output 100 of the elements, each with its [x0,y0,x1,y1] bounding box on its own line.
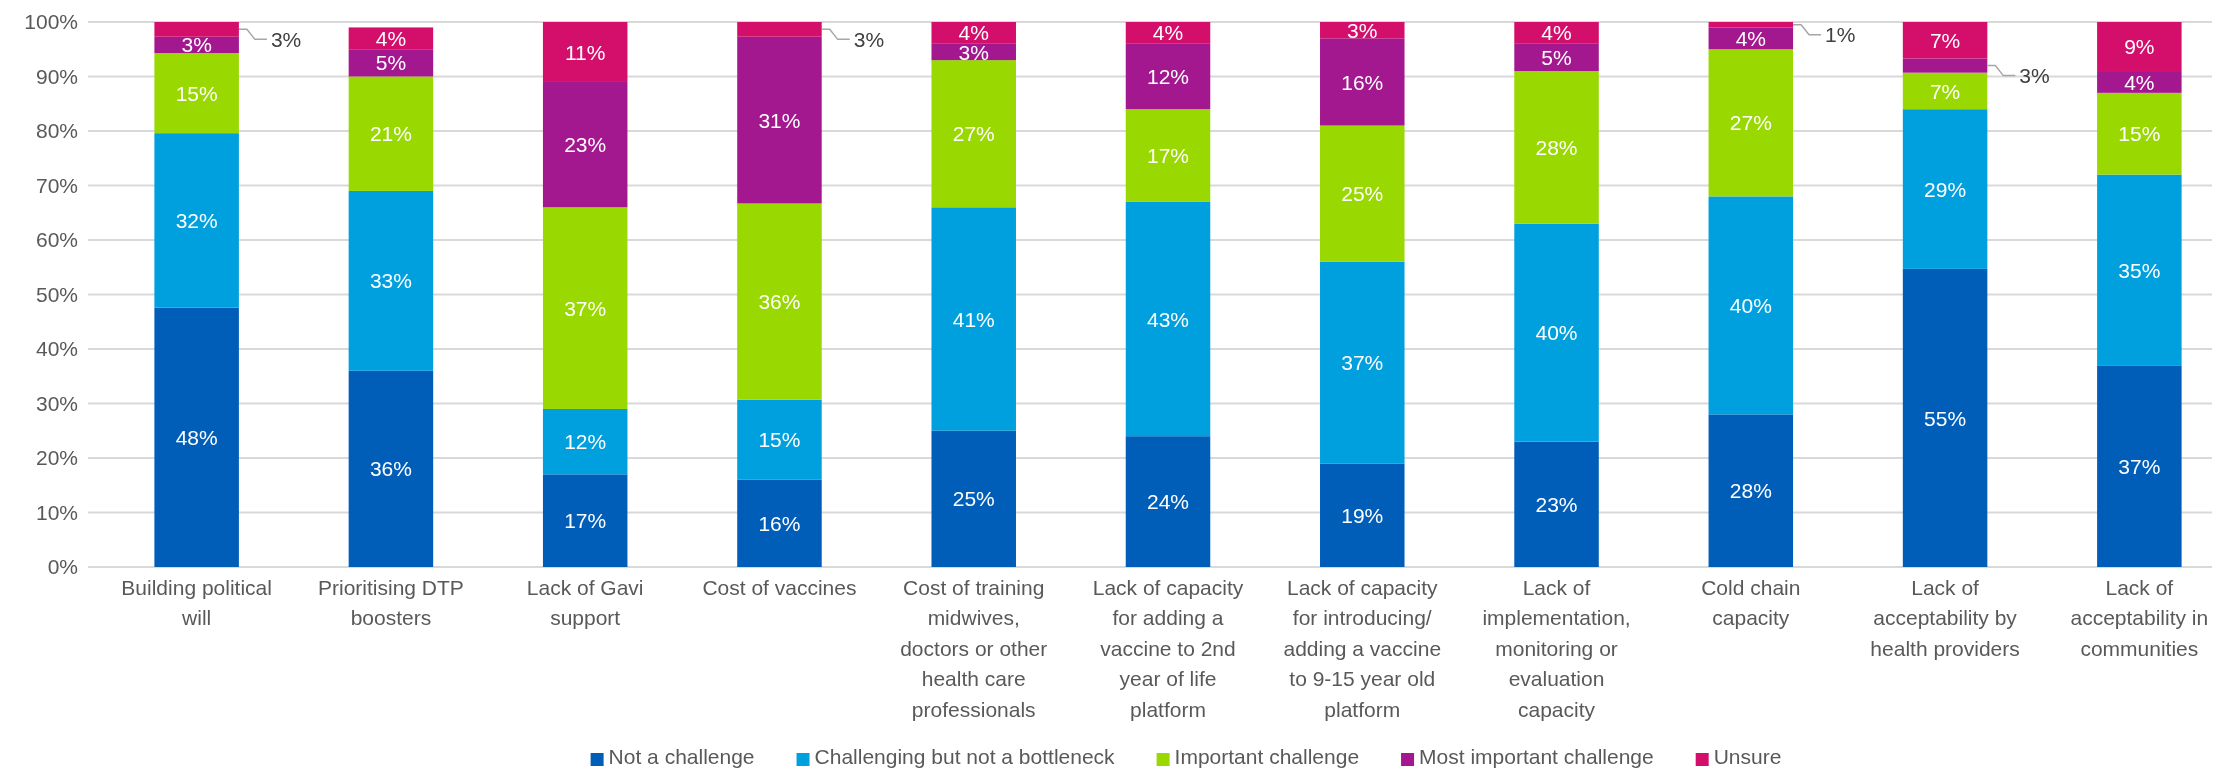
bar [1320,125,1405,262]
data-label: 15% [2118,122,2161,146]
x-tick-label: Cost of vaccines [702,576,857,599]
data-label: 15% [758,428,801,452]
data-label: 23% [564,133,607,157]
data-label: 25% [1341,182,1384,206]
data-label: 4% [375,26,407,50]
legend-label: Important challenge [1174,745,1360,768]
data-label: 4% [1152,21,1184,45]
bar [154,53,239,134]
legend-label: Unsure [1713,745,1782,768]
data-label: 7% [1929,28,1961,52]
data-label: 36% [758,290,801,314]
y-tick-label: 10% [35,500,78,524]
data-label: 43% [1146,307,1190,331]
data-label: 12% [564,430,607,454]
data-label: 35% [2118,258,2161,282]
bar [1514,43,1599,72]
bar [1514,223,1599,442]
bar [2097,365,2182,567]
data-label: 3% [853,27,885,51]
data-label: 27% [952,122,995,146]
y-tick-label: 90% [35,64,78,88]
data-label: 4% [1541,21,1572,45]
data-label: 24% [1146,490,1190,514]
bar [154,22,239,37]
data-label: 31% [758,108,801,132]
bar [1708,196,1794,415]
y-tick-label: 70% [35,173,78,197]
y-tick-label: 60% [35,228,78,252]
legend-label: Challenging but not a bottleneck [814,745,1116,768]
data-label: 28% [1729,479,1772,503]
data-label: 3% [181,33,212,57]
data-label: 25% [952,487,995,511]
bar [1320,463,1405,567]
bar [348,190,434,371]
y-tick-label: 20% [35,446,78,470]
data-label: 3% [1347,18,1378,42]
bar [1320,38,1405,126]
x-tick-label: Lack of capacity for introducing/ adding a vaccine to 9-15 year old platform [1283,576,1442,721]
x-tick-label: Cold chain capacity [1701,576,1801,630]
y-tick-label: 50% [35,282,78,306]
legend-label: Not a challenge [608,745,755,768]
bar [1902,268,1988,567]
bar [348,370,434,567]
data-label: 11% [564,40,606,64]
bar [542,81,628,208]
bar [1708,49,1794,197]
data-label: 21% [369,122,412,146]
y-tick-label: 80% [35,119,78,143]
bar [1902,58,1988,73]
x-tick-label: Lack of implementation, monitoring or evaluation capacity [1482,576,1631,721]
bar [154,307,239,567]
bar [1902,109,1988,269]
bar [1320,261,1405,464]
data-label: 55% [1924,406,1967,430]
data-label: 48% [175,425,218,449]
data-label: 40% [1535,321,1578,345]
data-label: 1% [1825,23,1856,47]
x-tick-label: Building political will [121,576,272,630]
bar [542,474,628,567]
data-label: 3% [270,27,302,51]
data-label: 32% [175,208,218,232]
bar [2097,92,2182,175]
bar [348,76,434,191]
data-label: 15% [175,81,218,105]
data-label: 28% [1535,135,1578,159]
data-label: 23% [1535,492,1578,516]
bar [737,479,822,567]
data-label: 36% [369,457,412,481]
bar [542,22,628,82]
x-tick-label: Cost of training midwives, doctors or other health care professionals [900,576,1048,721]
data-label: 27% [1729,111,1772,135]
bar [931,60,1016,208]
bar [1125,436,1211,567]
bar [1902,72,1988,110]
data-label: 12% [1146,65,1190,89]
data-label: 33% [369,269,412,293]
data-label: 9% [2124,35,2155,59]
bar [542,408,628,475]
bar [1514,441,1599,567]
bar [542,207,628,409]
x-tick-label: Lack of acceptability in communities [2070,576,2209,660]
x-tick-label: Lack of Gavi support [526,576,644,630]
data-label: 37% [1341,351,1384,375]
bar [154,133,239,308]
x-tick-label: Prioritising DTP boosters [317,576,464,630]
bar [737,203,822,400]
bar [1514,71,1599,224]
data-label: 5% [1541,45,1572,69]
x-tick-label: Lack of capacity for adding a vaccine to 2nd year of life platform [1092,576,1244,721]
bar [1708,414,1794,567]
data-label: 16% [1341,70,1384,94]
bar [1902,22,1988,59]
data-label: 40% [1729,293,1772,317]
x-tick-label: Lack of acceptability by health providers [1870,576,2020,660]
y-tick-label: 100% [24,10,78,34]
data-label: 16% [758,511,801,535]
data-label: 19% [1341,503,1384,527]
bar [737,22,822,37]
